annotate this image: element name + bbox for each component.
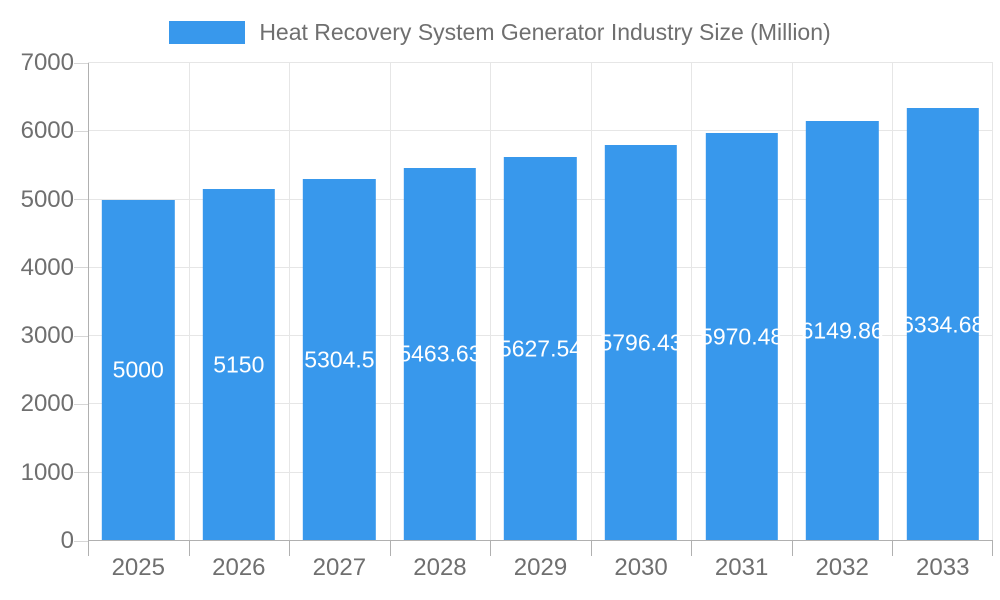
gridline-vertical [691, 63, 693, 541]
gridline-vertical [188, 63, 190, 541]
bar-2025 [102, 199, 175, 541]
y-tick-label-7000: 7000 [20, 49, 74, 76]
gridline-vertical [590, 63, 592, 541]
y-axis-ticks [74, 62, 88, 542]
x-tick-label-2031: 2031 [714, 554, 769, 581]
x-tick-mark [188, 541, 190, 556]
y-tick-label-1000: 1000 [20, 458, 74, 486]
x-tick-mark [289, 541, 291, 556]
bar-value-label-2033: 6334.68 [901, 311, 985, 338]
chart-legend[interactable]: Heat Recovery System Generator Industry … [0, 19, 1000, 46]
bar-2030 [604, 145, 678, 541]
gridline-vertical [992, 63, 993, 541]
x-axis-line [88, 540, 993, 541]
x-tick-mark [590, 541, 592, 556]
y-tick-mark [74, 62, 88, 64]
y-tick-mark [74, 540, 88, 542]
y-tick-mark [74, 335, 88, 337]
bar-value-label-2030: 5796.43 [599, 329, 683, 356]
y-axis-line [88, 63, 89, 541]
bar-2029 [504, 156, 577, 541]
plot-area: 5000 5150 5304.5 5463.63 5627.54 5796.43 5970.… [88, 62, 993, 541]
x-tick-label-2027: 2027 [312, 554, 367, 581]
bar-value-label-2025: 5000 [112, 356, 164, 383]
x-tick-label-2032: 2032 [815, 554, 869, 581]
y-tick-label-5000: 5000 [20, 185, 74, 213]
x-tick-label-2028: 2028 [413, 554, 467, 581]
y-tick-label-6000: 6000 [20, 117, 74, 145]
y-tick-mark [74, 130, 88, 132]
y-tick-label-2000: 2000 [20, 390, 74, 418]
gridline-vertical [490, 63, 492, 541]
bar-slot-2033: 6334.68 [892, 63, 993, 541]
gridline-vertical [892, 63, 894, 541]
bar-2031 [705, 133, 778, 541]
bar-value-label-2027: 5304.5 [304, 346, 375, 373]
bar-slot-2028: 5463.63 [390, 63, 491, 541]
gridline-vertical [791, 63, 793, 541]
bar-value-label-2026: 5150 [213, 351, 265, 378]
x-tick-mark [992, 541, 993, 556]
bar-slot-2025: 5000 [88, 63, 189, 541]
bar-value-label-2028: 5463.63 [398, 340, 482, 367]
x-tick-mark [691, 541, 693, 556]
y-tick-mark [74, 267, 88, 269]
bar-slot-2026: 5150 [189, 63, 290, 541]
bar-2033 [906, 108, 979, 541]
chart-title: Heat Recovery System Generator Industry … [259, 19, 831, 45]
bar-slot-2031: 5970.48 [691, 63, 792, 541]
x-tick-label-2030: 2030 [614, 554, 668, 581]
bar-value-label-2031: 5970.48 [700, 323, 784, 350]
x-axis-labels: 2025 2026 2027 2028 2029 2030 2031 2032 2033 [88, 553, 993, 585]
bar-value-label-2032: 6149.86 [800, 317, 884, 344]
bar-value-label-2029: 5627.54 [498, 335, 583, 362]
x-tick-mark [490, 541, 492, 556]
gridline-horizontal [88, 62, 993, 63]
bar-slot-2027: 5304.5 [289, 63, 390, 541]
x-tick-label-2033: 2033 [916, 554, 970, 581]
gridline-horizontal [88, 130, 993, 132]
bar-slot-2032: 6149.86 [792, 63, 893, 541]
y-tick-mark [74, 472, 88, 474]
legend-swatch-icon [169, 21, 246, 44]
bar-2028 [403, 167, 477, 541]
y-tick-label-4000: 4000 [20, 253, 74, 281]
x-tick-label-2029: 2029 [513, 554, 568, 581]
y-tick-label-0: 0 [60, 527, 74, 554]
gridline-vertical [289, 63, 291, 541]
x-axis-ticks [88, 541, 993, 556]
x-tick-mark [389, 541, 391, 556]
bar-2027 [303, 178, 376, 541]
x-tick-mark [791, 541, 793, 556]
x-tick-mark [88, 541, 89, 556]
bar-slot-2030: 5796.43 [591, 63, 692, 541]
y-tick-mark [74, 403, 88, 405]
bar-2032 [805, 121, 879, 541]
bar-slot-2029: 5627.54 [490, 63, 591, 541]
x-tick-mark [892, 541, 894, 556]
y-axis-labels: 0 1000 2000 3000 4000 5000 6000 7000 [0, 51, 74, 553]
x-tick-label-2025: 2025 [111, 554, 165, 581]
gridline-vertical [389, 63, 391, 541]
x-tick-label-2026: 2026 [212, 554, 266, 581]
y-tick-label-3000: 3000 [20, 322, 74, 350]
bar-2026 [202, 189, 276, 541]
y-tick-mark [74, 199, 88, 201]
